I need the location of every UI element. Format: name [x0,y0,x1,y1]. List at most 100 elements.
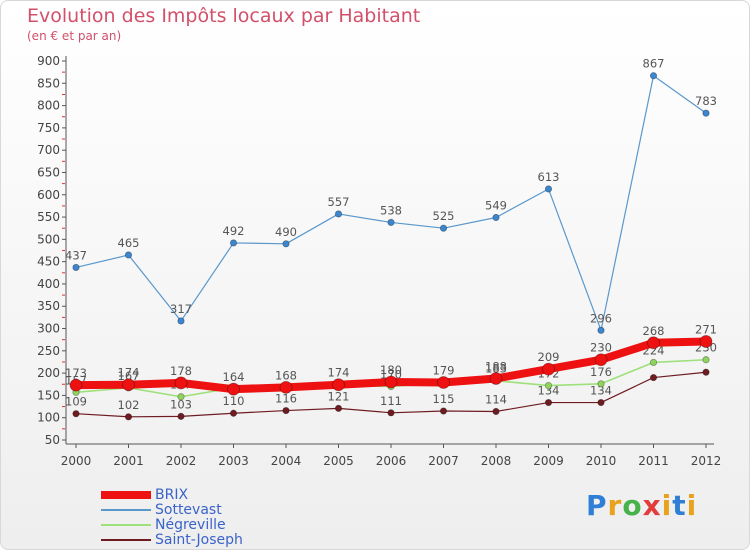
proxiti-logo: Proxiti [586,489,697,522]
logo-letter: x [642,489,662,522]
data-label-sottevast: 613 [538,170,560,184]
y-tick-label: 850 [37,76,60,90]
data-label-saint-joseph: 134 [538,384,560,398]
data-point-sottevast [334,210,343,218]
data-point-brix [332,378,345,392]
data-point-brix [594,353,608,367]
y-tick-label: 700 [37,143,60,157]
data-label-saint-joseph: 102 [118,398,140,412]
legend-label: Saint-Joseph [155,532,243,548]
data-label-sottevast: 538 [380,203,402,217]
x-tick-label: 2011 [638,454,669,468]
data-label-brix: 174 [118,366,140,380]
data-label-sottevast: 317 [170,302,192,316]
data-label-n-greville: 183 [485,362,507,376]
x-tick-label: 2000 [61,454,92,468]
data-point-brix [227,382,240,396]
data-label-sottevast: 492 [223,224,245,238]
data-label-brix: 173 [65,366,87,380]
chart-subtitle: (en € et par an) [27,29,122,43]
y-tick-label: 500 [37,232,60,246]
data-point-sottevast [597,326,605,334]
data-point-brix [542,362,555,376]
logo-letter: P [586,489,608,522]
y-tick-label: 900 [37,54,60,68]
data-label-brix: 180 [380,363,402,377]
chart-title: Evolution des Impôts locaux par Habitant [27,5,421,27]
legend-label: Négreville [155,517,226,533]
y-tick-label: 400 [37,277,60,291]
logo-letter: i [661,489,673,522]
data-label-saint-joseph: 109 [65,395,87,409]
x-tick-label: 2004 [271,454,302,468]
data-point-n-greville [649,358,658,367]
data-point-brix [699,335,713,348]
y-tick-label: 450 [37,255,60,269]
data-point-saint-joseph [282,406,290,415]
x-tick-label: 2005 [323,454,354,468]
data-label-sottevast: 783 [695,94,717,108]
x-tick-label: 2012 [691,454,722,468]
data-label-brix: 209 [538,350,560,364]
data-point-brix [384,375,398,389]
legend-label: Sottevast [155,502,222,518]
y-tick-label: 600 [37,188,60,202]
y-tick-label: 800 [37,99,60,113]
legend-swatch [101,539,151,541]
data-label-brix: 230 [590,341,612,355]
data-label-brix: 174 [328,366,350,380]
data-label-saint-joseph: 116 [275,392,297,406]
data-point-sottevast [124,251,133,259]
data-label-brix: 179 [433,363,455,377]
data-label-saint-joseph: 114 [485,392,507,406]
data-label-sottevast: 867 [643,57,665,71]
data-label-saint-joseph: 115 [433,392,455,406]
y-tick-label: 650 [37,165,60,179]
y-tick-label: 350 [37,299,60,313]
logo-letter: o [622,489,643,522]
y-tick-label: 250 [37,344,60,358]
data-label-saint-joseph: 134 [590,384,612,398]
data-point-brix [122,378,135,392]
y-tick-label: 750 [37,121,60,135]
data-point-n-greville [177,393,185,401]
data-point-saint-joseph [439,407,448,415]
x-tick-label: 2008 [481,454,512,468]
legend-label: BRIX [155,487,189,503]
data-point-saint-joseph [597,398,605,407]
data-label-brix: 188 [485,359,507,373]
x-tick-label: 2003 [218,454,249,468]
legend-swatch [101,491,151,499]
data-label-sottevast: 437 [65,248,87,262]
data-point-brix [69,378,83,392]
data-point-saint-joseph [334,404,343,412]
y-tick-label: 300 [37,322,60,336]
y-tick-label: 50 [45,433,60,447]
logo-letter: r [607,489,623,522]
data-label-sottevast: 490 [275,225,297,239]
data-label-brix: 268 [643,324,665,338]
data-point-brix [489,372,503,385]
data-point-sottevast [72,263,80,272]
data-point-n-greville [544,382,553,390]
data-point-brix [279,380,293,394]
data-point-saint-joseph [492,407,500,416]
data-point-saint-joseph [544,398,553,407]
data-label-n-greville: 170 [380,367,402,381]
data-label-n-greville: 176 [590,365,612,379]
data-point-sottevast [439,224,448,232]
x-tick-label: 2002 [166,454,197,468]
y-tick-label: 100 [37,411,60,425]
y-tick-label: 150 [37,388,60,402]
data-label-brix: 271 [695,322,717,336]
data-label-brix: 168 [275,368,297,382]
data-point-sottevast [282,240,290,248]
data-label-brix: 178 [170,364,192,378]
x-tick-label: 2010 [586,454,617,468]
data-point-brix [174,376,188,390]
x-tick-label: 2009 [533,454,564,468]
logo-letter: i [686,489,698,522]
data-label-sottevast: 465 [118,236,140,250]
